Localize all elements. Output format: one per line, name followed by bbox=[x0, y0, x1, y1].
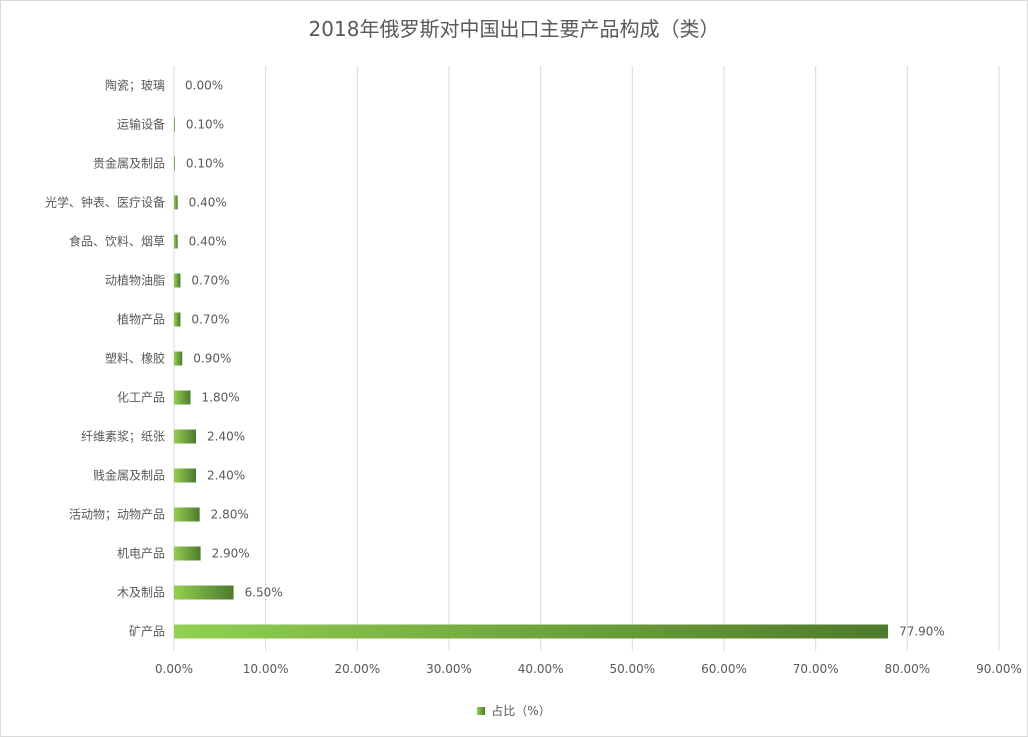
x-tick-label: 80.00% bbox=[884, 662, 930, 676]
y-tick-label: 矿产品 bbox=[129, 625, 165, 639]
data-label: 2.80% bbox=[211, 508, 249, 522]
y-tick-label: 植物产品 bbox=[117, 312, 165, 327]
y-tick-label: 食品、饮料、烟草 bbox=[69, 234, 165, 249]
y-tick-label: 运输设备 bbox=[117, 117, 165, 132]
y-tick-label: 活动物；动物产品 bbox=[69, 508, 165, 522]
data-label: 77.90% bbox=[899, 625, 945, 639]
data-label: 0.10% bbox=[186, 157, 224, 171]
x-tick-label: 20.00% bbox=[334, 662, 380, 676]
data-label: 6.50% bbox=[245, 586, 283, 600]
bar bbox=[174, 624, 889, 639]
x-tick-label: 40.00% bbox=[518, 662, 564, 676]
bar bbox=[174, 156, 175, 171]
x-tick-label: 30.00% bbox=[426, 662, 472, 676]
bar bbox=[174, 312, 181, 327]
y-tick-label: 化工产品 bbox=[117, 391, 165, 405]
data-label: 0.70% bbox=[191, 274, 229, 288]
data-label: 2.40% bbox=[207, 430, 245, 444]
y-tick-label: 动植物油脂 bbox=[105, 273, 165, 288]
y-tick-label: 纤维素浆；纸张 bbox=[81, 429, 165, 444]
bar bbox=[174, 234, 178, 249]
bars bbox=[174, 117, 889, 639]
y-tick-label: 贱金属及制品 bbox=[93, 468, 165, 483]
data-label: 0.40% bbox=[189, 196, 227, 210]
bar bbox=[174, 117, 175, 132]
bar bbox=[174, 390, 191, 405]
bar bbox=[174, 351, 183, 366]
legend: 占比（%） bbox=[0, 702, 1028, 719]
x-tick-label: 50.00% bbox=[609, 662, 655, 676]
data-label: 1.80% bbox=[202, 391, 240, 405]
y-tick-label: 机电产品 bbox=[117, 547, 165, 561]
data-label: 0.90% bbox=[193, 352, 231, 366]
y-tick-label: 陶瓷；玻璃 bbox=[105, 78, 165, 93]
bar bbox=[174, 507, 200, 522]
y-tick-label: 塑料、橡胶 bbox=[105, 351, 165, 366]
bar bbox=[174, 195, 178, 210]
chart-title: 2018年俄罗斯对中国出口主要产品构成（类） bbox=[308, 17, 720, 41]
x-tick-label: 10.00% bbox=[243, 662, 289, 676]
legend-label: 占比（%） bbox=[491, 704, 551, 718]
y-tick-label: 光学、钟表、医疗设备 bbox=[45, 195, 165, 210]
bar bbox=[174, 585, 234, 600]
legend-swatch bbox=[477, 706, 486, 715]
bar bbox=[174, 429, 196, 444]
bar bbox=[174, 273, 181, 288]
data-label: 0.00% bbox=[185, 79, 223, 93]
data-label: 0.70% bbox=[191, 313, 229, 327]
y-tick-label: 贵金属及制品 bbox=[93, 156, 165, 171]
data-label: 2.40% bbox=[207, 469, 245, 483]
data-label: 2.90% bbox=[212, 547, 250, 561]
bar bbox=[174, 546, 201, 561]
x-tick-label: 0.00% bbox=[155, 662, 193, 676]
data-label: 0.40% bbox=[189, 235, 227, 249]
x-tick-label: 70.00% bbox=[793, 662, 839, 676]
grid-lines bbox=[173, 66, 1000, 651]
data-label: 0.10% bbox=[186, 118, 224, 132]
x-tick-label: 90.00% bbox=[976, 662, 1022, 676]
bar bbox=[174, 468, 196, 483]
labels: 0.00% 10.00% 20.00% 30.00% 40.00% 50.00% 60.00… bbox=[45, 78, 1022, 677]
x-tick-label: 60.00% bbox=[701, 662, 747, 676]
y-tick-label: 木及制品 bbox=[117, 586, 165, 600]
